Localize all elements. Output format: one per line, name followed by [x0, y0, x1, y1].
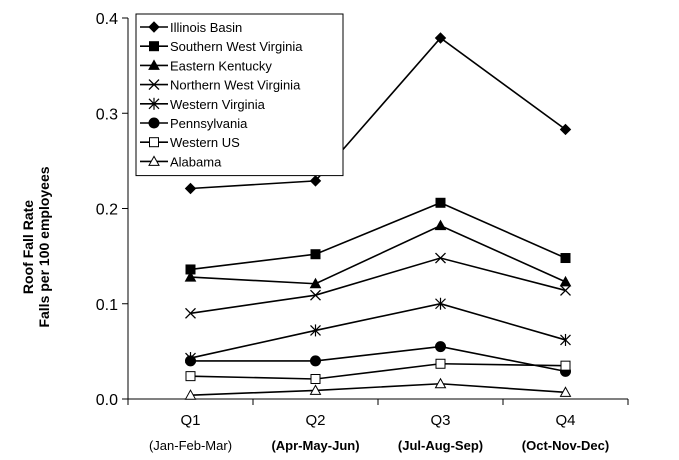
data-point [434, 377, 447, 389]
series-line [190, 345, 566, 373]
legend-marker [148, 79, 160, 91]
series-3 [185, 252, 571, 319]
data-point [435, 341, 446, 353]
x-tick-sublabel: (Jan-Feb-Mar) [149, 438, 232, 453]
legend-marker [148, 117, 160, 129]
data-point [560, 253, 571, 264]
series-line [190, 362, 566, 380]
data-point [185, 371, 196, 382]
data-point [559, 386, 572, 397]
legend-label: Illinois Basin [170, 20, 242, 35]
marker-stroke [560, 284, 571, 296]
legend-marker [148, 155, 160, 166]
data-point [435, 358, 446, 369]
legend: Illinois Basin Southern West Virginia East… [135, 13, 344, 177]
legend-marker [148, 21, 160, 33]
x-tick-sublabel: (Apr-May-Jun) [271, 438, 359, 453]
x-tick-sublabel: (Oct-Nov-Dec) [522, 438, 609, 453]
x-tick-label: Q2 [305, 412, 325, 429]
y-tick-label: 0.1 [96, 297, 118, 314]
legend-label: Southern West Virginia [170, 39, 303, 54]
marker-stroke [435, 252, 446, 264]
data-point [309, 384, 322, 395]
legend-box [135, 13, 344, 177]
legend-label: Western Virginia [170, 97, 266, 112]
marker-stroke [310, 289, 321, 301]
data-point [435, 252, 446, 264]
y-tick-label: 0.2 [96, 202, 118, 219]
data-point [184, 271, 197, 282]
data-point [310, 373, 321, 384]
legend-label: Alabama [170, 154, 222, 169]
data-point [310, 249, 321, 260]
series-line [190, 201, 566, 271]
data-point [560, 333, 571, 346]
data-point [560, 360, 571, 371]
series-1 [185, 197, 571, 275]
legend-marker [149, 137, 159, 148]
series-line [190, 382, 566, 396]
y-tick-label: 0.4 [96, 11, 118, 28]
data-point [184, 389, 197, 400]
y-axis-title-line-2: Falls per 100 employees [36, 166, 52, 327]
axes: 0.0 0.1 0.2 0.3 0.4 Q1 (Jan-Feb-Mar) Q2 (Apr-May… [96, 11, 629, 453]
marker-stroke [185, 307, 196, 319]
series-2 [184, 219, 572, 289]
legend-label: Western US [170, 135, 240, 150]
series-line [190, 36, 566, 190]
legend-marker [149, 41, 159, 52]
data-point [435, 297, 446, 310]
series-line [190, 224, 566, 285]
data-point [310, 324, 321, 337]
data-point [559, 123, 572, 136]
data-point [435, 197, 446, 208]
series-7 [184, 377, 572, 400]
y-axis-title: Roof Fall Rate Falls per 100 employees [20, 166, 52, 327]
legend-marker [148, 59, 160, 70]
data-point [559, 275, 572, 287]
data-point [309, 277, 322, 289]
series-layer [184, 32, 572, 400]
x-tick-label: Q3 [430, 412, 450, 429]
data-point [310, 289, 321, 301]
data-point [185, 355, 196, 367]
data-point [310, 355, 321, 367]
marker-stroke [148, 79, 160, 91]
legend-label: Northern West Virginia [170, 78, 301, 93]
x-tick-label: Q4 [555, 412, 575, 429]
series-6 [185, 358, 571, 384]
data-point [434, 32, 447, 44]
x-tick-label: Q1 [180, 412, 200, 429]
series-line [190, 257, 566, 315]
series-line [190, 302, 566, 359]
series-5 [185, 341, 571, 377]
legend-marker [148, 97, 160, 110]
data-point [560, 284, 571, 296]
legend-label: Eastern Kentucky [170, 58, 272, 73]
data-point [185, 307, 196, 319]
legend-label: Pennsylvania [170, 116, 248, 131]
y-tick-label: 0.3 [96, 106, 118, 123]
y-tick-label: 0.0 [96, 392, 118, 409]
data-point [309, 175, 322, 187]
x-tick-sublabel: (Jul-Aug-Sep) [398, 438, 483, 453]
data-point [434, 219, 447, 231]
data-point [184, 182, 197, 195]
y-axis-title-line-1: Roof Fall Rate [20, 200, 36, 294]
series-0 [184, 32, 572, 195]
